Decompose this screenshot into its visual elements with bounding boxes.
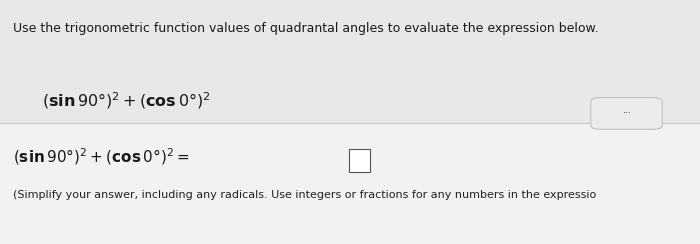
Bar bbox=[349, 149, 370, 172]
FancyBboxPatch shape bbox=[591, 98, 662, 129]
Text: (Simplify your answer, including any radicals. Use integers or fractions for any: (Simplify your answer, including any rad… bbox=[13, 190, 596, 200]
Text: Use the trigonometric function values of quadrantal angles to evaluate the expre: Use the trigonometric function values of… bbox=[13, 22, 598, 35]
Bar bbox=[0, 123, 700, 244]
Bar bbox=[0, 0, 700, 123]
Text: $(\mathbf{sin}\,90°)^{2} + (\mathbf{cos}\,0°)^{2} =$: $(\mathbf{sin}\,90°)^{2} + (\mathbf{cos}… bbox=[13, 146, 189, 167]
Text: $(\mathbf{sin}\,90°)^{2} + (\mathbf{cos}\,0°)^{2}$: $(\mathbf{sin}\,90°)^{2} + (\mathbf{cos}… bbox=[42, 90, 211, 111]
Text: ⋅⋅⋅: ⋅⋅⋅ bbox=[622, 109, 631, 118]
